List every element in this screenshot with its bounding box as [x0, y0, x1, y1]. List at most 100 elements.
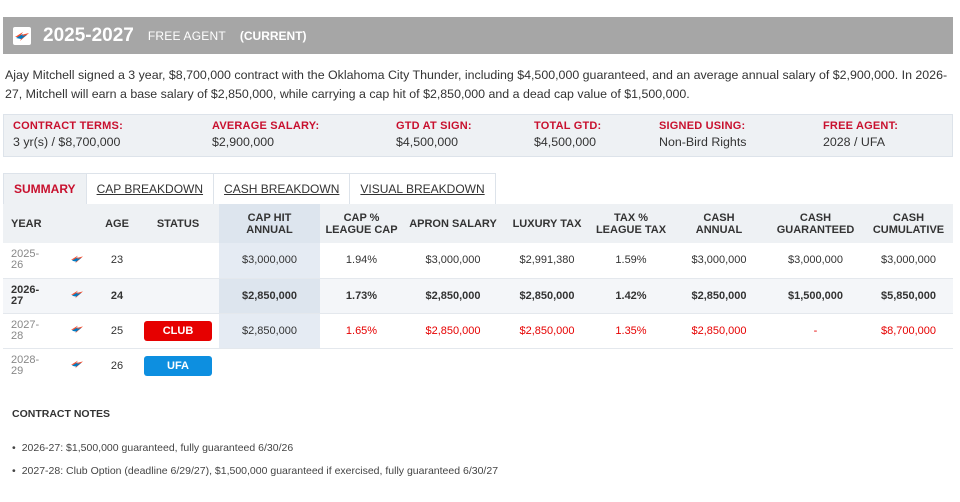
- logo-cell: [57, 278, 97, 314]
- tab-visual-breakdown[interactable]: VISUAL BREAKDOWN: [349, 173, 496, 204]
- note-item: 2027-28: Club Option (deadline 6/29/27),…: [12, 464, 498, 487]
- col-tax-pct: TAX % LEAGUE TAX: [591, 204, 671, 243]
- tab-cap-breakdown[interactable]: CAP BREAKDOWN: [85, 173, 215, 204]
- contract-years: 2025-2027: [43, 24, 134, 46]
- club-option-badge: CLUB: [144, 320, 212, 341]
- term-label: AVERAGE SALARY:: [212, 120, 320, 132]
- thunder-logo-icon: [71, 255, 83, 264]
- term-label: SIGNED USING:: [659, 120, 746, 132]
- empty-cell: [219, 348, 320, 383]
- empty-cell: [503, 348, 591, 383]
- year-end: 29: [11, 364, 24, 377]
- cap-pct-cell: 1.65%: [320, 313, 403, 349]
- cash-annual-cell: $2,850,000: [671, 313, 767, 349]
- status-cell: [137, 243, 219, 279]
- logo-cell: [57, 243, 97, 279]
- col-label: LEAGUE CAP: [325, 223, 398, 236]
- term-contract-terms: CONTRACT TERMS: 3 yr(s) / $8,700,000: [13, 120, 123, 149]
- term-value: $4,500,000: [396, 135, 459, 149]
- tax-pct-cell: 1.42%: [591, 278, 671, 314]
- term-free-agent: FREE AGENT: 2028 / UFA: [823, 120, 898, 149]
- col-logo: [57, 204, 97, 243]
- term-value: 3 yr(s) / $8,700,000: [13, 135, 121, 149]
- empty-cell: [320, 348, 403, 383]
- cash-gtd-cell: -: [767, 313, 864, 349]
- col-status: STATUS: [137, 204, 219, 243]
- col-label: CAP HIT: [247, 211, 292, 224]
- cap-pct-cell: 1.73%: [320, 278, 403, 314]
- col-label: TAX %: [613, 211, 649, 224]
- col-label: CASH: [799, 211, 832, 224]
- empty-cell: [864, 348, 953, 383]
- apron-cell: $2,850,000: [403, 278, 503, 314]
- col-label: CUMULATIVE: [872, 223, 945, 236]
- col-label: ANNUAL: [695, 223, 743, 236]
- term-total-gtd: TOTAL GTD: $4,500,000: [534, 120, 601, 149]
- year-cell: 2027- 28: [3, 313, 57, 349]
- tax-pct-cell: 1.35%: [591, 313, 671, 349]
- year-cell: 2028- 29: [3, 348, 57, 383]
- age-cell: 23: [97, 243, 137, 279]
- contract-summary-table: YEAR AGE STATUS CAP HIT ANNUAL CAP % LEAGU…: [3, 204, 953, 383]
- age-cell: 25: [97, 313, 137, 349]
- empty-cell: [671, 348, 767, 383]
- col-label: ANNUAL: [246, 223, 293, 236]
- note-item: 2026-27: $1,500,000 guaranteed, fully gu…: [12, 441, 498, 464]
- lux-tax-cell: $2,850,000: [503, 278, 591, 314]
- term-value: $2,900,000: [212, 135, 275, 149]
- col-cap-pct: CAP % LEAGUE CAP: [320, 204, 403, 243]
- apron-cell: $3,000,000: [403, 243, 503, 279]
- year-start: 2025-: [11, 248, 40, 261]
- age-cell: 26: [110, 359, 124, 372]
- col-cash-annual: CASH ANNUAL: [671, 204, 767, 243]
- cash-annual-cell: $3,000,000: [671, 243, 767, 279]
- contract-description: Ajay Mitchell signed a 3 year, $8,700,00…: [5, 68, 948, 101]
- year-start: 2028-: [11, 353, 40, 366]
- age-cell: 24: [97, 278, 137, 314]
- year-end: 28: [11, 329, 24, 342]
- cap-hit-cell: $2,850,000: [219, 278, 320, 314]
- ufa-badge: UFA: [144, 355, 212, 376]
- term-value: 2028 / UFA: [823, 135, 885, 149]
- year-start: 2026-: [11, 283, 40, 296]
- cash-cum-cell: $3,000,000: [864, 243, 953, 279]
- lux-tax-cell: $2,850,000: [503, 313, 591, 349]
- year-cell: 2026- 27: [3, 278, 57, 314]
- cash-gtd-cell: $3,000,000: [767, 243, 864, 279]
- contract-notes-title: CONTRACT NOTES: [12, 408, 110, 420]
- free-agent-label: FREE AGENT: [147, 28, 226, 43]
- term-value: $4,500,000: [534, 135, 597, 149]
- col-luxury-tax: LUXURY TAX: [503, 204, 591, 243]
- status-cell: UFA: [137, 348, 219, 383]
- thunder-logo-icon: [71, 360, 83, 369]
- cash-cum-cell: $8,700,000: [864, 313, 953, 349]
- col-cap-hit: CAP HIT ANNUAL: [219, 204, 320, 243]
- status-cell: CLUB: [137, 313, 219, 349]
- year-end: 27: [11, 294, 24, 307]
- col-age: AGE: [97, 204, 137, 243]
- col-label: CASH: [703, 211, 735, 224]
- tab-cash-breakdown[interactable]: CASH BREAKDOWN: [213, 173, 351, 204]
- year-cell: 2025- 26: [3, 243, 57, 279]
- cash-annual-cell: $2,850,000: [671, 278, 767, 314]
- thunder-logo-icon: [71, 325, 83, 334]
- status-cell: [137, 278, 219, 314]
- col-apron-salary: APRON SALARY: [403, 204, 503, 243]
- table-row-current: 2026- 27 24 $2,850,000 1.73% $2,850,000 $…: [3, 278, 953, 314]
- lux-tax-cell: $2,991,380: [503, 243, 591, 279]
- tab-summary[interactable]: SUMMARY: [3, 173, 87, 204]
- table-header-row: YEAR AGE STATUS CAP HIT ANNUAL CAP % LEAGU…: [3, 204, 953, 243]
- logo-cell: [57, 348, 97, 383]
- col-year: YEAR: [3, 204, 57, 243]
- cap-pct-cell: 1.94%: [320, 243, 403, 279]
- empty-cell: [403, 348, 503, 383]
- term-label: CONTRACT TERMS:: [13, 120, 123, 132]
- table-row: 2028- 29 26 UFA: [3, 348, 953, 383]
- current-label: (CURRENT): [239, 28, 307, 43]
- term-gtd-at-sign: GTD AT SIGN: $4,500,000: [396, 120, 472, 149]
- col-label: CASH: [892, 211, 925, 224]
- term-signed-using: SIGNED USING: Non-Bird Rights: [659, 120, 746, 149]
- col-label: LEAGUE TAX: [595, 223, 667, 236]
- term-label: TOTAL GTD:: [534, 120, 602, 132]
- term-value: Non-Bird Rights: [659, 135, 747, 149]
